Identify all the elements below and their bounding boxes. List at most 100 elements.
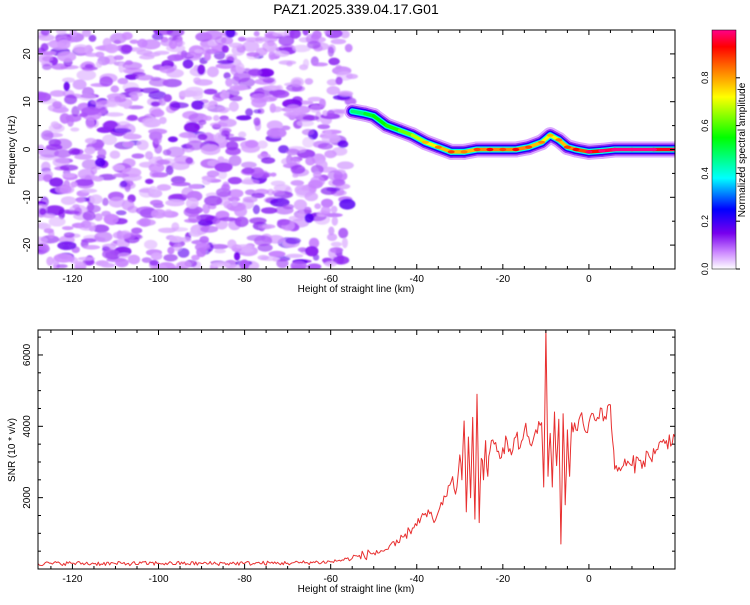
noise-blob [73, 44, 90, 54]
noise-blob [221, 183, 231, 192]
x-tick-label: -60 [323, 274, 338, 285]
noise-blob [261, 157, 276, 164]
noise-blob [38, 34, 55, 41]
spectrogram-x-ticks: -120 -100 -80 -60 -40 -20 0 [50, 30, 676, 285]
noise-blob [101, 246, 112, 253]
noise-blob [64, 94, 78, 105]
noise-blob [249, 217, 267, 224]
noise-blob [59, 164, 79, 171]
x-tick-label: -20 [496, 274, 511, 285]
noise-blob [94, 213, 103, 222]
noise-blob [74, 153, 93, 160]
noise-blob [40, 30, 50, 36]
noise-blob [102, 134, 117, 145]
noise-blob [335, 64, 342, 70]
noise-blob [200, 225, 219, 233]
noise-blob [211, 262, 231, 268]
noise-blob [326, 233, 338, 241]
noise-blob [228, 101, 239, 112]
noise-blob [197, 64, 206, 75]
y-tick-label: 20 [22, 48, 33, 60]
noise-blob [166, 30, 185, 37]
noise-blob [38, 92, 52, 102]
noise-blob [183, 122, 201, 133]
ridge-segment [397, 128, 415, 137]
ridge-peak [473, 147, 481, 152]
noise-blob [150, 252, 163, 261]
noise-blob [245, 139, 259, 148]
noise-blob [292, 44, 311, 53]
colorbar-label: Normalized spectral amplitude [737, 82, 748, 217]
colorbar-tick-label: 0.6 [700, 119, 710, 132]
noise-blob [219, 217, 237, 222]
noise-blob [149, 260, 159, 266]
noise-blob [89, 194, 103, 205]
noise-blob [81, 30, 92, 38]
noise-blob [189, 184, 203, 189]
spectrogram-noise [38, 30, 358, 269]
noise-blob [214, 36, 227, 45]
noise-blob [272, 31, 289, 37]
noise-blob [330, 205, 338, 214]
noise-blob [292, 173, 299, 178]
noise-blob [115, 210, 127, 216]
noise-blob [330, 241, 342, 247]
ridge-peak [563, 145, 571, 149]
noise-blob [171, 222, 180, 231]
noise-blob [90, 166, 98, 175]
spectrogram-signal-ridge [344, 103, 675, 160]
noise-blob [94, 231, 113, 243]
noise-blob [245, 108, 254, 117]
ridge-segment [384, 123, 402, 133]
noise-blob [248, 68, 262, 77]
noise-blob [126, 114, 138, 121]
ridge-peak [460, 150, 468, 154]
spectrogram-y-ticks: -20 -10 0 10 20 [22, 29, 675, 270]
noise-blob [87, 202, 95, 212]
noise-blob [223, 72, 231, 79]
noise-blob [293, 199, 307, 211]
noise-blob [48, 123, 65, 133]
noise-blob [336, 161, 354, 170]
noise-blob [241, 161, 257, 169]
noise-blob [209, 122, 228, 128]
noise-blob [82, 259, 95, 266]
noise-blob [80, 188, 98, 193]
noise-blob [151, 208, 167, 219]
snr-y-label: SNR (10 * v/v) [7, 418, 18, 482]
noise-blob [78, 221, 97, 231]
x-tick-label: -20 [496, 574, 511, 585]
noise-blob [280, 125, 291, 131]
noise-blob [197, 242, 210, 250]
noise-blob [153, 50, 170, 55]
noise-blob [302, 115, 320, 121]
noise-blob [246, 52, 260, 57]
noise-blob [152, 32, 164, 41]
noise-blob [331, 216, 338, 226]
noise-blob [324, 129, 332, 136]
spectrogram-y-label: Frequency (Hz) [7, 116, 18, 185]
y-tick-label: 6000 [22, 343, 33, 366]
noise-blob [117, 77, 129, 85]
noise-blob [311, 62, 329, 67]
noise-blob [272, 89, 290, 99]
noise-blob [317, 142, 333, 150]
noise-blob [257, 243, 273, 252]
noise-blob [43, 228, 54, 234]
noise-blob [121, 32, 133, 40]
noise-blob [214, 162, 233, 173]
noise-blob [213, 115, 220, 122]
noise-blob [321, 198, 334, 208]
x-tick-label: -100 [149, 274, 169, 285]
noise-blob [289, 30, 301, 39]
noise-blob [235, 62, 245, 74]
noise-blob [266, 127, 287, 139]
noise-blob [75, 197, 86, 203]
noise-blob [200, 144, 221, 156]
noise-blob [270, 106, 283, 113]
noise-blob [254, 235, 273, 246]
noise-blob [145, 178, 154, 185]
noise-blob [196, 247, 207, 258]
noise-blob [148, 162, 165, 173]
noise-blob [129, 39, 139, 44]
